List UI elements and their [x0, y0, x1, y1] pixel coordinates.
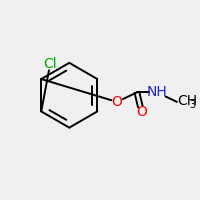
- Text: O: O: [111, 95, 122, 109]
- Text: 3: 3: [189, 100, 195, 110]
- Text: NH: NH: [147, 85, 167, 99]
- Text: Cl: Cl: [43, 57, 57, 71]
- Text: O: O: [136, 105, 147, 119]
- Text: CH: CH: [177, 94, 197, 108]
